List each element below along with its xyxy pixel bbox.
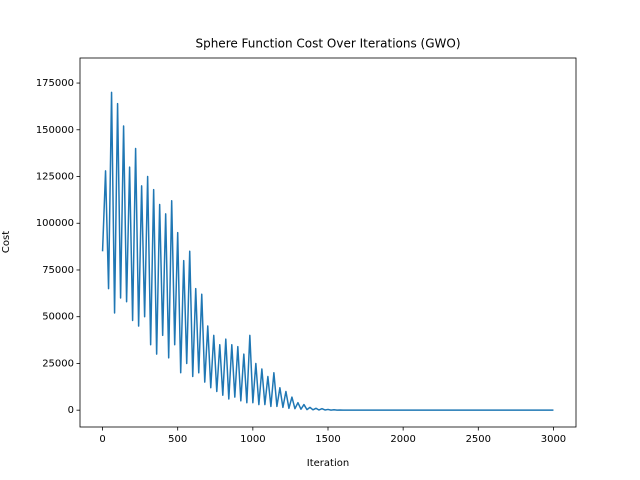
y-tick-label: 75000 xyxy=(42,265,74,276)
y-tick-label: 25000 xyxy=(42,358,74,369)
y-tick-label: 150000 xyxy=(36,125,74,136)
x-axis-label: Iteration xyxy=(307,458,349,469)
y-axis-label: Cost xyxy=(1,231,12,253)
data-line xyxy=(101,91,554,411)
y-tick-label: 50000 xyxy=(42,312,74,323)
x-tick-label: 1500 xyxy=(315,434,340,445)
y-tick-label: 100000 xyxy=(36,218,74,229)
x-tick-label: 0 xyxy=(99,434,105,445)
x-tick-label: 1000 xyxy=(240,434,265,445)
y-tick-label: 125000 xyxy=(36,172,74,183)
x-tick-label: 2000 xyxy=(390,434,415,445)
chart-title: Sphere Function Cost Over Iterations (GW… xyxy=(195,37,460,51)
plot-frame xyxy=(79,57,577,428)
y-tick-label: 175000 xyxy=(36,78,74,89)
x-tick-label: 3000 xyxy=(541,434,566,445)
y-tick-label: 0 xyxy=(68,405,74,416)
x-tick-label: 500 xyxy=(168,434,187,445)
x-tick-label: 2500 xyxy=(466,434,491,445)
